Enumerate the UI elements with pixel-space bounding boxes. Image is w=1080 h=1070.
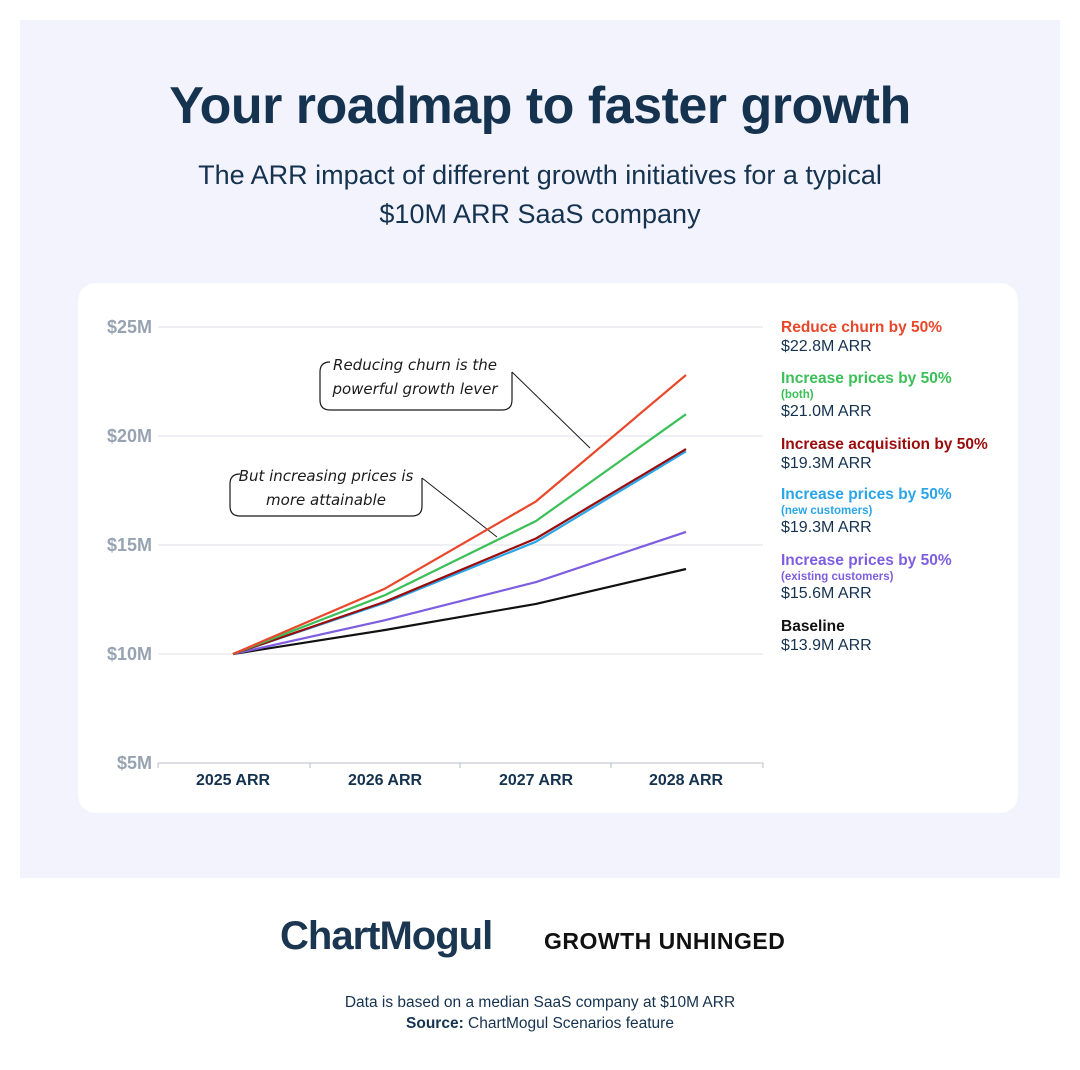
chartmogul-logo: ChartMogul (280, 914, 493, 958)
series-line (232, 413, 687, 656)
legend-series-value: $13.9M ARR (781, 637, 872, 654)
series-line (232, 374, 687, 656)
legend-series-value: $19.3M ARR (781, 455, 872, 472)
legend-series-name: Increase prices by 50% (781, 552, 952, 569)
legend-item: Increase prices by 50% (existing customer… (781, 552, 952, 604)
x-tick-label: 2025 ARR (196, 772, 271, 789)
growth-unhinged-logo: GROWTH UNHINGED (544, 928, 786, 954)
legend-series-subtitle: (both) (781, 389, 814, 401)
legend-series-value: $22.8M ARR (781, 338, 872, 355)
x-tick-label: 2026 ARR (348, 772, 423, 789)
footnote-data-text: Data is based on a median SaaS company a… (344, 994, 736, 1011)
legend-series-name: Reduce churn by 50% (781, 319, 943, 336)
legend-series-name: Increase prices by 50% (781, 486, 952, 503)
y-tick-label: $10M (107, 644, 152, 664)
legend-item: Baseline $13.9M ARR (781, 618, 872, 656)
annotation-text: Reducing churn is the (333, 356, 497, 374)
callout-bracket (319, 361, 513, 411)
legend-series-subtitle: (existing customers) (781, 571, 894, 583)
legend-series-subtitle: (new customers) (781, 505, 873, 517)
callout-bracket (229, 473, 423, 517)
x-tick-label: 2027 ARR (499, 772, 574, 789)
legend-series-value: $19.3M ARR (781, 519, 872, 536)
source-label: Source: (406, 1015, 464, 1032)
y-tick-label: $20M (107, 426, 152, 446)
x-tick-label: 2028 ARR (649, 772, 724, 789)
series-line (232, 448, 687, 656)
legend-item: Increase prices by 50% (both) $21.0M ARR (781, 370, 952, 422)
footnote-source: Source: ChartMogul Scenarios feature (0, 1013, 1080, 1034)
annotation-text: more attainable (266, 491, 386, 509)
legend-item: Increase acquisition by 50% $19.3M ARR (781, 436, 988, 474)
series-line (232, 567, 687, 656)
legend-item: Reduce churn by 50% $22.8M ARR (781, 319, 942, 357)
series-line (232, 530, 687, 656)
legend-series-value: $21.0M ARR (781, 403, 872, 420)
page-subtitle: The ARR impact of different growth initi… (198, 160, 882, 229)
y-tick-label: $5M (117, 753, 152, 773)
legend-series-name: Increase acquisition by 50% (781, 436, 988, 453)
callout-pointer (511, 371, 591, 449)
footnote: Data is based on a median SaaS company a… (0, 992, 1080, 1034)
chart-card (78, 283, 1018, 813)
callout-pointer (421, 477, 498, 538)
legend-series-value: $15.6M ARR (781, 585, 872, 602)
annotation-text: powerful growth lever (331, 380, 498, 398)
legend-series-name: Increase prices by 50% (781, 370, 952, 387)
legend-series-name: Baseline (781, 618, 845, 635)
y-tick-label: $15M (107, 535, 152, 555)
source-text: ChartMogul Scenarios feature (468, 1015, 674, 1032)
legend-item: Increase prices by 50% (new customers) $19… (781, 486, 952, 538)
annotation-text: But increasing prices is (239, 467, 414, 485)
page-title: Your roadmap to faster growth (169, 77, 911, 135)
y-tick-label: $25M (107, 317, 152, 337)
